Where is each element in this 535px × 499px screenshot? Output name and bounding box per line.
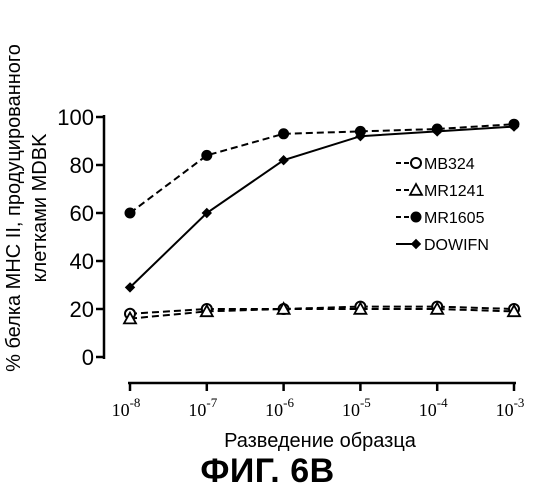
legend-marker-mb324 xyxy=(411,158,421,168)
y-tick-label: 100 xyxy=(57,105,94,130)
y-axis-label-line1: % белка MHC II, продуцированного xyxy=(3,44,25,372)
legend-marker-dowifn xyxy=(412,240,421,249)
series-mr1241 xyxy=(124,303,520,323)
y-tick-label: 40 xyxy=(70,249,94,274)
legend-item-mb324: MB324 xyxy=(396,156,475,173)
data-point-mr1605 xyxy=(125,208,135,218)
series-line-dowifn xyxy=(130,127,514,288)
legend-item-mr1605: MR1605 xyxy=(396,210,485,227)
figure-caption: ФИГ. 6B xyxy=(0,452,535,491)
data-point-mr1605 xyxy=(279,129,289,139)
y-tick-label: 80 xyxy=(70,153,94,178)
y-tick-label: 20 xyxy=(70,297,94,322)
x-axis-label: Разведение образца xyxy=(224,430,417,452)
legend: MB324 MR1241 MR1605 DOWIFN xyxy=(396,156,489,254)
legend-label-dowifn: DOWIFN xyxy=(424,237,489,254)
y-tick-label: 60 xyxy=(70,201,94,226)
x-tick-label: 10-6 xyxy=(265,395,294,420)
y-tick-label: 0 xyxy=(82,345,94,370)
legend-label-mb324: MB324 xyxy=(424,156,475,173)
legend-item-dowifn: DOWIFN xyxy=(396,237,489,254)
x-tick-label: 10-7 xyxy=(188,395,217,420)
axes: 0 20 40 60 80 100 10-8 10-7 10-6 10-5 10-4 10-3 xyxy=(57,105,524,420)
y-axis-label-line2: клетками MDBK xyxy=(29,133,51,282)
data-point-mr1605 xyxy=(202,150,212,160)
series-dowifn xyxy=(126,122,519,292)
legend-marker-mr1605 xyxy=(411,212,421,222)
x-tick-label: 10-4 xyxy=(419,395,448,420)
x-tick-label: 10-8 xyxy=(112,395,141,420)
x-tick-label: 10-3 xyxy=(496,395,525,420)
legend-item-mr1241: MR1241 xyxy=(396,183,485,200)
legend-marker-mr1241 xyxy=(410,184,422,195)
legend-label-mr1241: MR1241 xyxy=(424,183,485,200)
legend-label-mr1605: MR1605 xyxy=(424,210,485,227)
x-tick-label: 10-5 xyxy=(342,395,371,420)
